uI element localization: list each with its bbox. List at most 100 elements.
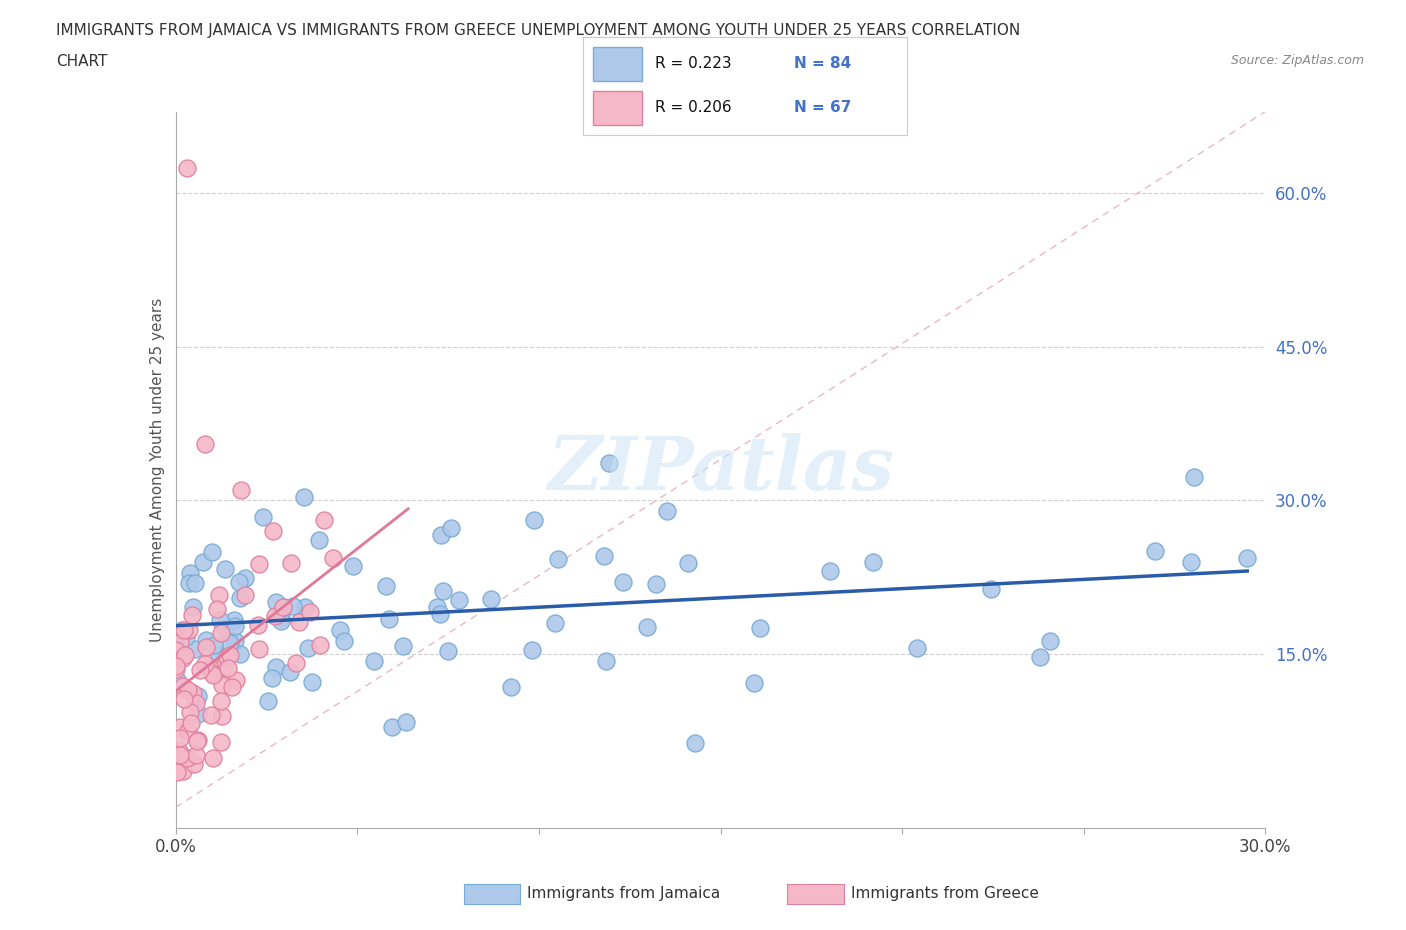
Point: [231, 483, 253, 498]
Point: [381, 719, 404, 734]
Point: [215, 650, 238, 665]
Point: [174, 630, 197, 644]
Point: [905, 641, 928, 656]
Point: [301, 674, 323, 689]
Point: [208, 588, 231, 603]
Point: [636, 620, 658, 635]
Point: [194, 632, 217, 647]
Text: CHART: CHART: [56, 54, 108, 69]
Point: [595, 654, 617, 669]
Point: [378, 612, 401, 627]
Point: [449, 592, 471, 607]
Point: [165, 643, 187, 658]
Point: [169, 731, 191, 746]
Point: [211, 678, 233, 693]
Point: [862, 555, 884, 570]
Point: [169, 635, 191, 650]
Point: [233, 570, 256, 585]
Point: [644, 577, 666, 591]
Point: [186, 733, 208, 748]
Point: [170, 622, 193, 637]
Point: [247, 556, 270, 571]
Point: [184, 642, 207, 657]
Point: [312, 513, 335, 528]
Point: [264, 594, 287, 609]
Point: [440, 521, 463, 536]
Point: [1236, 551, 1258, 565]
Point: [184, 748, 207, 763]
Point: [270, 609, 292, 624]
Point: [181, 599, 204, 614]
Point: [294, 600, 316, 615]
Point: [522, 512, 544, 527]
Point: [191, 555, 214, 570]
Point: [247, 618, 270, 632]
Point: [980, 581, 1002, 596]
Point: [209, 625, 232, 640]
Point: [165, 661, 187, 676]
Point: [214, 622, 236, 637]
Point: [217, 661, 239, 676]
Point: [221, 679, 243, 694]
Point: [392, 639, 415, 654]
Point: [172, 651, 194, 666]
Text: Immigrants from Greece: Immigrants from Greece: [851, 886, 1039, 901]
Point: [174, 647, 197, 662]
Point: [225, 672, 247, 687]
Point: [436, 644, 458, 658]
Point: [479, 591, 502, 606]
Point: [432, 584, 454, 599]
Point: [598, 456, 620, 471]
Point: [284, 656, 307, 671]
Point: [208, 647, 231, 662]
Point: [222, 612, 245, 627]
Point: [363, 654, 385, 669]
Point: [173, 623, 195, 638]
Point: [280, 555, 302, 570]
Point: [205, 664, 228, 679]
Point: [176, 161, 198, 176]
Point: [169, 744, 191, 759]
Point: [499, 680, 522, 695]
Point: [200, 660, 222, 675]
Point: [172, 679, 194, 694]
Point: [655, 503, 678, 518]
Point: [262, 524, 284, 538]
Text: R = 0.223: R = 0.223: [655, 56, 731, 71]
Point: [177, 683, 200, 698]
Point: [209, 694, 232, 709]
Point: [165, 658, 187, 673]
Point: [522, 643, 544, 658]
Point: [187, 707, 209, 722]
Point: [742, 675, 765, 690]
Point: [202, 668, 225, 683]
Point: [329, 623, 352, 638]
Point: [201, 751, 224, 765]
Point: [179, 576, 201, 591]
Point: [1029, 649, 1052, 664]
FancyBboxPatch shape: [593, 47, 641, 81]
Point: [188, 663, 211, 678]
Point: [176, 751, 198, 765]
Point: [260, 671, 283, 685]
Point: [544, 616, 567, 631]
Point: [179, 623, 201, 638]
Point: [322, 551, 344, 565]
Point: [179, 565, 201, 580]
Point: [194, 437, 217, 452]
Point: [219, 648, 242, 663]
Point: [395, 714, 418, 729]
Point: [281, 599, 304, 614]
Point: [233, 587, 256, 602]
Point: [166, 765, 188, 780]
Point: [273, 600, 295, 615]
Point: [207, 602, 229, 617]
Point: [430, 528, 453, 543]
Text: Source: ZipAtlas.com: Source: ZipAtlas.com: [1230, 54, 1364, 67]
Point: [179, 704, 201, 719]
Point: [425, 599, 447, 614]
Point: [287, 614, 309, 629]
Point: [219, 636, 242, 651]
Point: [1182, 470, 1205, 485]
Point: [211, 735, 233, 750]
